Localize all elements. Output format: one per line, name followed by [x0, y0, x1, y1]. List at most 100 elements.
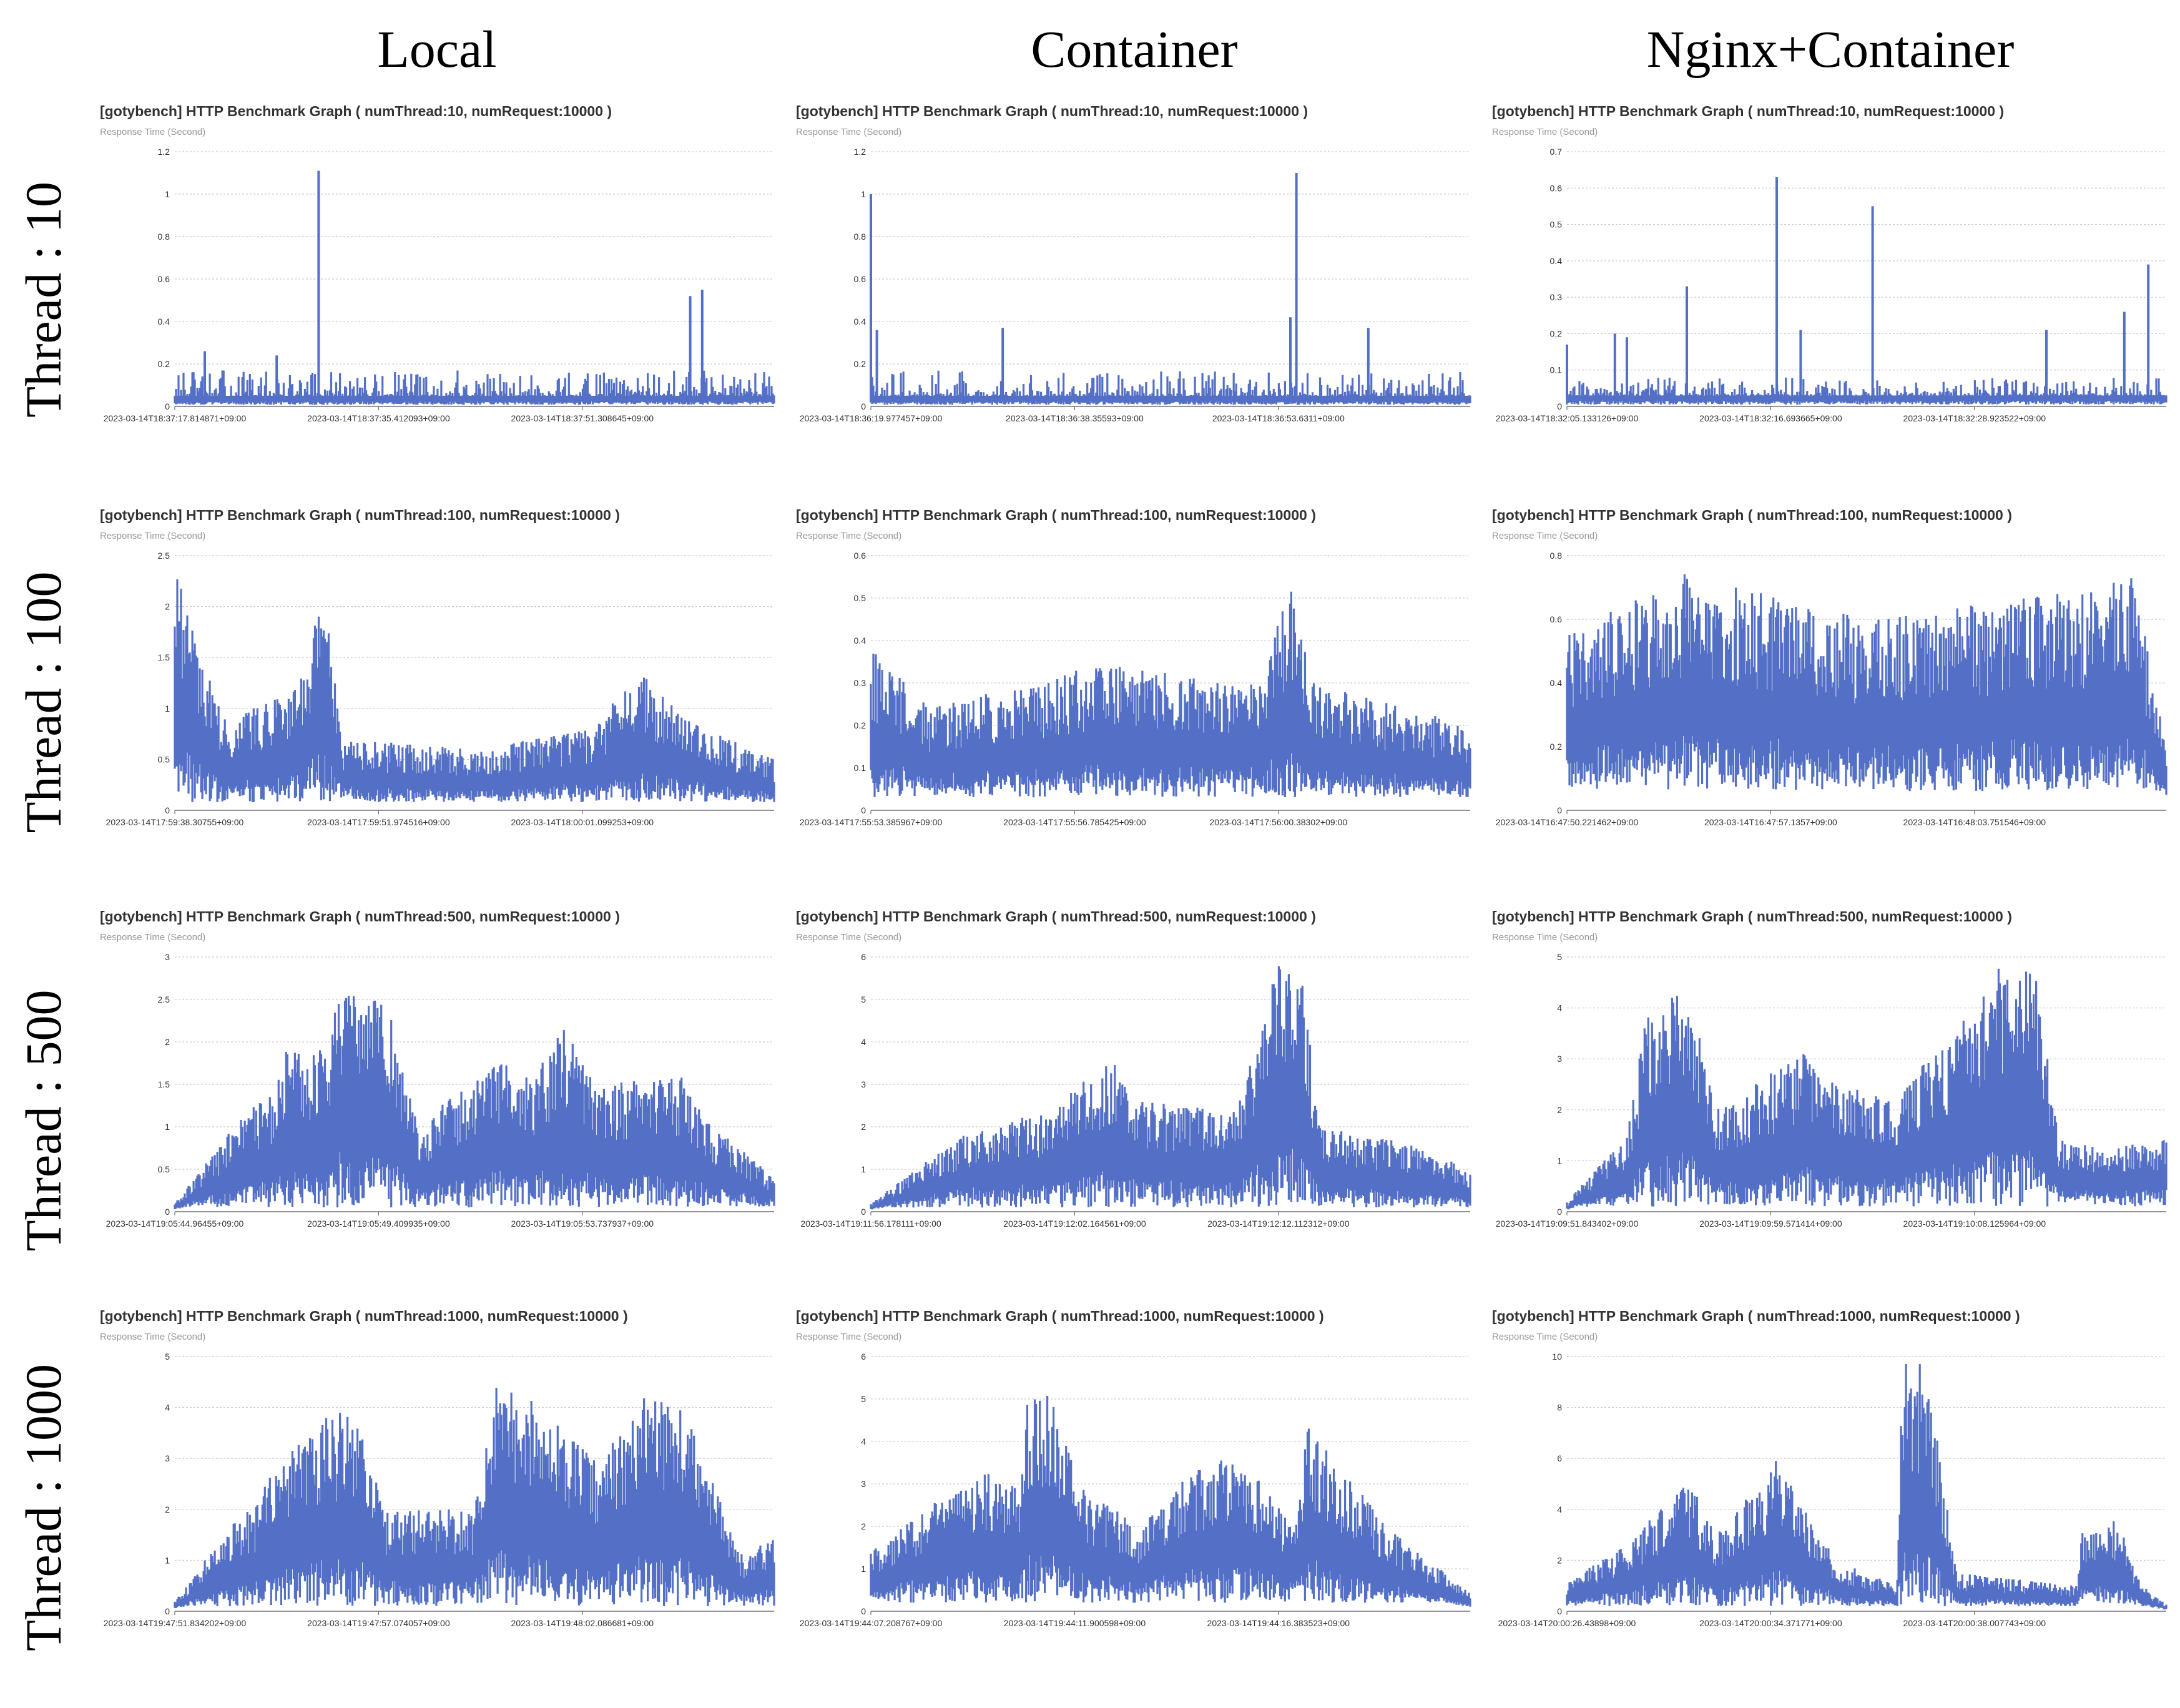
y-tick-label: 1	[165, 189, 170, 199]
row-header-thread-1000: Thread : 1000	[15, 1364, 72, 1651]
y-tick-label: 1	[165, 1555, 170, 1565]
chart-title: [gotybench] HTTP Benchmark Graph ( numTh…	[1492, 1308, 2020, 1324]
chart-panel: [gotybench] HTTP Benchmark Graph ( numTh…	[100, 507, 775, 832]
x-tick-label: 2023-03-14T18:32:16.693665+09:00	[1699, 413, 1842, 423]
y-tick-label: 3	[1557, 1054, 1562, 1064]
chart-title: [gotybench] HTTP Benchmark Graph ( numTh…	[796, 1308, 1324, 1324]
x-tick-label: 2023-03-14T19:09:59.571414+09:00	[1699, 1219, 1842, 1229]
series-area	[174, 1388, 775, 1608]
plot-area: 0 0.2 0.4 0.6 0.8 1 1.2 2023-03-14T18:37:17.814…	[100, 103, 775, 428]
x-tick-label: 2023-03-14T19:05:49.409935+09:00	[307, 1219, 450, 1229]
y-tick-label: 0.5	[158, 754, 170, 764]
series-area	[1566, 177, 2168, 405]
chart-svg: 0 1 2 3 4 5 2023-03-14T19:09:51.843402+09:00 20…	[1496, 952, 2168, 1229]
chart-title: [gotybench] HTTP Benchmark Graph ( numTh…	[100, 1308, 628, 1324]
series-area	[174, 170, 775, 405]
chart-svg: 0 0.5 1 1.5 2 2.5 3 2023-03-14T19:05:44.96455+0…	[106, 952, 775, 1229]
plot-area: 0 1 2 3 4 5 6 2023-03-14T19:44:07.208767+09:00 2…	[796, 1308, 1471, 1632]
y-tick-label: 0.6	[1550, 614, 1563, 624]
x-tick-label: 2023-03-14T18:32:05.133126+09:00	[1496, 413, 1639, 423]
y-tick-label: 1	[861, 189, 866, 199]
y-tick-label: 2	[1557, 1555, 1562, 1565]
y-tick-label: 1	[861, 1164, 866, 1174]
plot-area: 0 2 4 6 8 10 2023-03-14T20:00:26.43898+09:00 20…	[1492, 1308, 2168, 1632]
y-tick-label: 0.1	[854, 763, 867, 773]
y-tick-label: 0.1	[1550, 365, 1563, 375]
y-tick-label: 5	[1557, 952, 1562, 962]
y-tick-label: 1.2	[854, 147, 867, 157]
series-area	[174, 579, 775, 802]
plot-area: 0 0.5 1 1.5 2 2.5 3 2023-03-14T19:05:44.96455+0…	[100, 908, 775, 1233]
y-tick-label: 1	[1557, 1156, 1562, 1166]
x-tick-label: 2023-03-14T18:37:17.814871+09:00	[104, 413, 247, 423]
row-header-thread-100: Thread : 100	[15, 571, 72, 833]
y-tick-label: 5	[861, 994, 866, 1004]
x-tick-label: 2023-03-14T19:44:07.208767+09:00	[800, 1618, 943, 1628]
series-body	[1566, 1363, 2168, 1610]
y-tick-label: 1	[165, 704, 170, 714]
col-header-container: Container	[1031, 21, 1238, 79]
chart-svg: 0 0.2 0.4 0.6 0.8 2023-03-14T16:47:50.221462+…	[1496, 551, 2168, 827]
chart-svg: 0 1 2 3 4 5 6 2023-03-14T19:11:56.178111+09:00 2…	[800, 952, 1471, 1229]
series-area	[1566, 968, 2168, 1210]
plot-area: 0 0.2 0.4 0.6 0.8 2023-03-14T16:47:50.221462+…	[1492, 507, 2168, 832]
y-tick-label: 4	[861, 1037, 866, 1047]
y-tick-label: 8	[1557, 1403, 1562, 1413]
x-tick-label: 2023-03-14T20:00:26.43898+09:00	[1498, 1618, 1636, 1628]
y-tick-label: 0.2	[158, 359, 170, 369]
x-tick-label: 2023-03-14T18:36:19.977457+09:00	[800, 413, 943, 423]
series-area	[870, 966, 1471, 1210]
y-tick-label: 2	[165, 602, 170, 612]
col-header-nginx-container: Nginx+Container	[1646, 21, 2015, 79]
series-area	[870, 173, 1471, 405]
y-tick-label: 0.3	[1550, 292, 1563, 302]
x-tick-label: 2023-03-14T20:00:38.007743+09:00	[1903, 1618, 2046, 1628]
series-area	[870, 591, 1471, 798]
y-tick-label: 4	[861, 1436, 866, 1446]
y-axis-label: Response Time (Second)	[100, 531, 206, 541]
y-axis-label: Response Time (Second)	[796, 932, 902, 943]
y-tick-label: 0.2	[1550, 742, 1563, 752]
y-tick-label: 2	[861, 1122, 866, 1132]
y-tick-label: 0.4	[1550, 256, 1563, 266]
plot-area: 0 1 2 3 4 5 2023-03-14T19:09:51.843402+09:00 20…	[1492, 908, 2168, 1233]
y-axis-label: Response Time (Second)	[796, 531, 902, 541]
y-tick-label: 0	[861, 1606, 866, 1616]
y-tick-label: 2	[165, 1504, 170, 1514]
chart-title: [gotybench] HTTP Benchmark Graph ( numTh…	[100, 103, 612, 119]
y-tick-label: 0.3	[854, 678, 867, 688]
chart-title: [gotybench] HTTP Benchmark Graph ( numTh…	[100, 908, 620, 925]
chart-panel: [gotybench] HTTP Benchmark Graph ( numTh…	[796, 908, 1471, 1233]
chart-svg: 0 1 2 3 4 5 6 2023-03-14T19:44:07.208767+09:00 2…	[800, 1352, 1471, 1628]
chart-panel: [gotybench] HTTP Benchmark Graph ( numTh…	[1492, 507, 2168, 832]
chart-title: [gotybench] HTTP Benchmark Graph ( numTh…	[1492, 103, 2005, 119]
y-tick-label: 0	[1557, 1207, 1562, 1217]
chart-title: [gotybench] HTTP Benchmark Graph ( numTh…	[1492, 908, 2012, 925]
y-tick-label: 10	[1552, 1352, 1562, 1362]
y-tick-label: 0.4	[158, 317, 170, 326]
chart-panel: [gotybench] HTTP Benchmark Graph ( numTh…	[100, 908, 775, 1233]
plot-area: 0 0.2 0.4 0.6 0.8 1 1.2 2023-03-14T18:36:19.977…	[796, 103, 1471, 428]
chart-panel: [gotybench] HTTP Benchmark Graph ( numTh…	[1492, 908, 2168, 1233]
x-tick-label: 2023-03-14T17:56:00.38302+09:00	[1209, 817, 1347, 827]
x-tick-label: 2023-03-14T18:00:01.099253+09:00	[511, 817, 654, 827]
y-tick-label: 2	[1557, 1105, 1562, 1115]
y-axis-label: Response Time (Second)	[796, 1332, 902, 1342]
y-tick-label: 2	[165, 1037, 170, 1047]
y-tick-label: 0	[165, 401, 170, 411]
y-tick-label: 0.8	[854, 232, 867, 242]
series-body	[174, 1388, 775, 1608]
x-tick-label: 2023-03-14T19:48:02.086681+09:00	[511, 1618, 654, 1628]
y-tick-label: 0	[1557, 401, 1562, 411]
plot-area: 0 1 2 3 4 5 2023-03-14T19:47:51.834202+09:00 20…	[100, 1308, 775, 1632]
y-tick-label: 4	[1557, 1504, 1562, 1514]
chart-panel: [gotybench] HTTP Benchmark Graph ( numTh…	[1492, 1308, 2168, 1632]
y-tick-label: 0.8	[158, 232, 170, 242]
y-tick-label: 2.5	[158, 551, 170, 561]
y-tick-label: 1	[861, 1564, 866, 1574]
series-body	[174, 370, 775, 405]
y-axis-label: Response Time (Second)	[1492, 932, 1598, 943]
y-tick-label: 1	[165, 1122, 170, 1132]
x-tick-label: 2023-03-14T19:44:16.383523+09:00	[1207, 1618, 1350, 1628]
y-tick-label: 0.2	[1550, 328, 1563, 338]
